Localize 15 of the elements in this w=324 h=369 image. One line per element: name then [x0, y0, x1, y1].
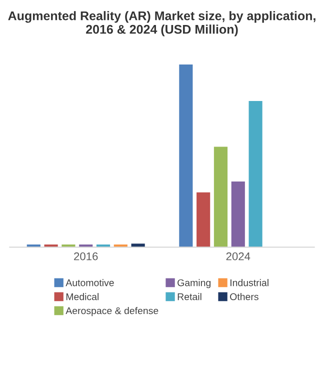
bar	[179, 64, 193, 248]
bar	[214, 146, 228, 248]
bar	[248, 101, 262, 248]
legend-label: Aerospace & defense	[66, 307, 158, 316]
legend-label: Medical	[66, 293, 99, 300]
legend-label: Others	[230, 293, 258, 300]
legend-label: Gaming	[178, 279, 210, 288]
x-tick-label: 2024	[226, 252, 250, 260]
legend-label: Automotive	[66, 279, 114, 286]
chart-title: Augmented Reality (AR) Market size, by application, 2016 & 2024 (USD Million)	[8, 11, 316, 36]
legend-label: Industrial	[230, 279, 268, 286]
bar	[196, 192, 210, 248]
x-tick-label: 2016	[74, 252, 98, 260]
bar	[231, 181, 245, 248]
legend-label: Retail	[178, 293, 202, 300]
